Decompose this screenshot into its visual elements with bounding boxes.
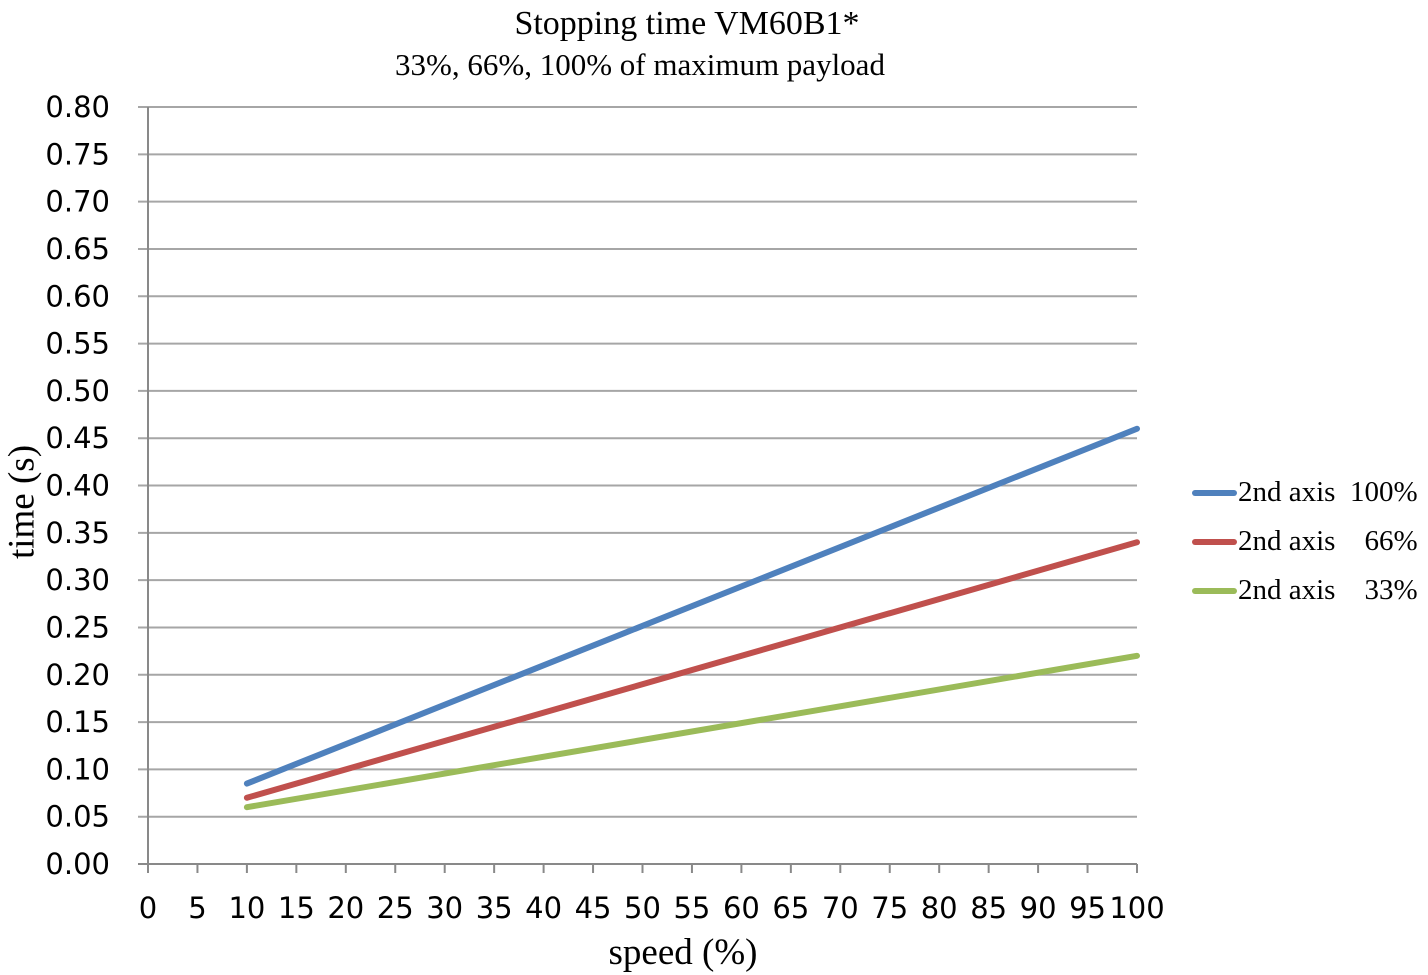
y-tick-label: 0.75 bbox=[45, 137, 110, 171]
y-tick-label: 0.10 bbox=[45, 752, 110, 786]
legend-label: 2nd axis 33% bbox=[1238, 574, 1418, 606]
x-tick-label: 65 bbox=[772, 891, 809, 925]
x-tick-label: 10 bbox=[228, 891, 265, 925]
x-tick-label: 90 bbox=[1020, 891, 1057, 925]
chart-title: Stopping time VM60B1* bbox=[514, 5, 860, 42]
x-tick-label: 75 bbox=[871, 891, 908, 925]
x-tick-label: 45 bbox=[575, 891, 612, 925]
x-tick-label: 55 bbox=[673, 891, 710, 925]
y-tick-label: 0.80 bbox=[45, 90, 110, 124]
y-tick-label: 0.00 bbox=[45, 847, 110, 881]
y-axis-title: time (s) bbox=[1, 444, 43, 560]
x-tick-label: 85 bbox=[970, 891, 1007, 925]
x-axis-title: speed (%) bbox=[608, 932, 758, 973]
x-tick-label: 95 bbox=[1069, 891, 1106, 925]
y-tick-label: 0.20 bbox=[45, 658, 110, 692]
y-tick-label: 0.50 bbox=[45, 374, 110, 408]
y-tick-label: 0.70 bbox=[45, 185, 110, 219]
chart-subtitle: 33%, 66%, 100% of maximum payload bbox=[395, 47, 885, 82]
legend-label: 2nd axis 66% bbox=[1238, 525, 1418, 557]
y-tick-label: 0.40 bbox=[45, 469, 110, 503]
x-tick-label: 15 bbox=[278, 891, 315, 925]
x-tick-label: 70 bbox=[822, 891, 859, 925]
legend-item: 2nd axis 100% bbox=[1192, 468, 1418, 517]
legend-line-swatch bbox=[1192, 489, 1237, 496]
y-tick-label: 0.55 bbox=[45, 327, 110, 361]
legend-item: 2nd axis 33% bbox=[1192, 566, 1418, 615]
x-tick-label: 20 bbox=[327, 891, 364, 925]
x-tick-label: 5 bbox=[188, 891, 206, 925]
x-tick-label: 50 bbox=[624, 891, 661, 925]
y-tick-label: 0.65 bbox=[45, 232, 110, 266]
y-tick-label: 0.05 bbox=[45, 800, 110, 834]
legend-line-swatch bbox=[1192, 587, 1237, 594]
x-tick-label: 40 bbox=[525, 891, 562, 925]
x-tick-label: 100 bbox=[1109, 891, 1164, 925]
x-tick-label: 0 bbox=[139, 891, 157, 925]
x-tick-label: 35 bbox=[476, 891, 513, 925]
y-tick-label: 0.60 bbox=[45, 279, 110, 313]
y-tick-label: 0.35 bbox=[45, 516, 110, 550]
legend-item: 2nd axis 66% bbox=[1192, 517, 1418, 566]
x-tick-label: 60 bbox=[723, 891, 760, 925]
y-tick-label: 0.15 bbox=[45, 705, 110, 739]
y-tick-label: 0.30 bbox=[45, 563, 110, 597]
series-line-2nd-axis-66- bbox=[243, 539, 1140, 801]
legend-label: 2nd axis 100% bbox=[1238, 476, 1418, 508]
legend: 2nd axis 100% 2nd axis 66% 2nd axis 33% bbox=[1192, 468, 1418, 615]
series-line-2nd-axis-33- bbox=[243, 652, 1140, 811]
x-tick-label: 25 bbox=[377, 891, 414, 925]
legend-line-swatch bbox=[1192, 538, 1237, 545]
y-tick-label: 0.45 bbox=[45, 421, 110, 455]
y-tick-label: 0.25 bbox=[45, 610, 110, 644]
x-tick-label: 80 bbox=[921, 891, 958, 925]
series-line-2nd-axis-100- bbox=[243, 425, 1140, 787]
x-tick-label: 30 bbox=[426, 891, 463, 925]
